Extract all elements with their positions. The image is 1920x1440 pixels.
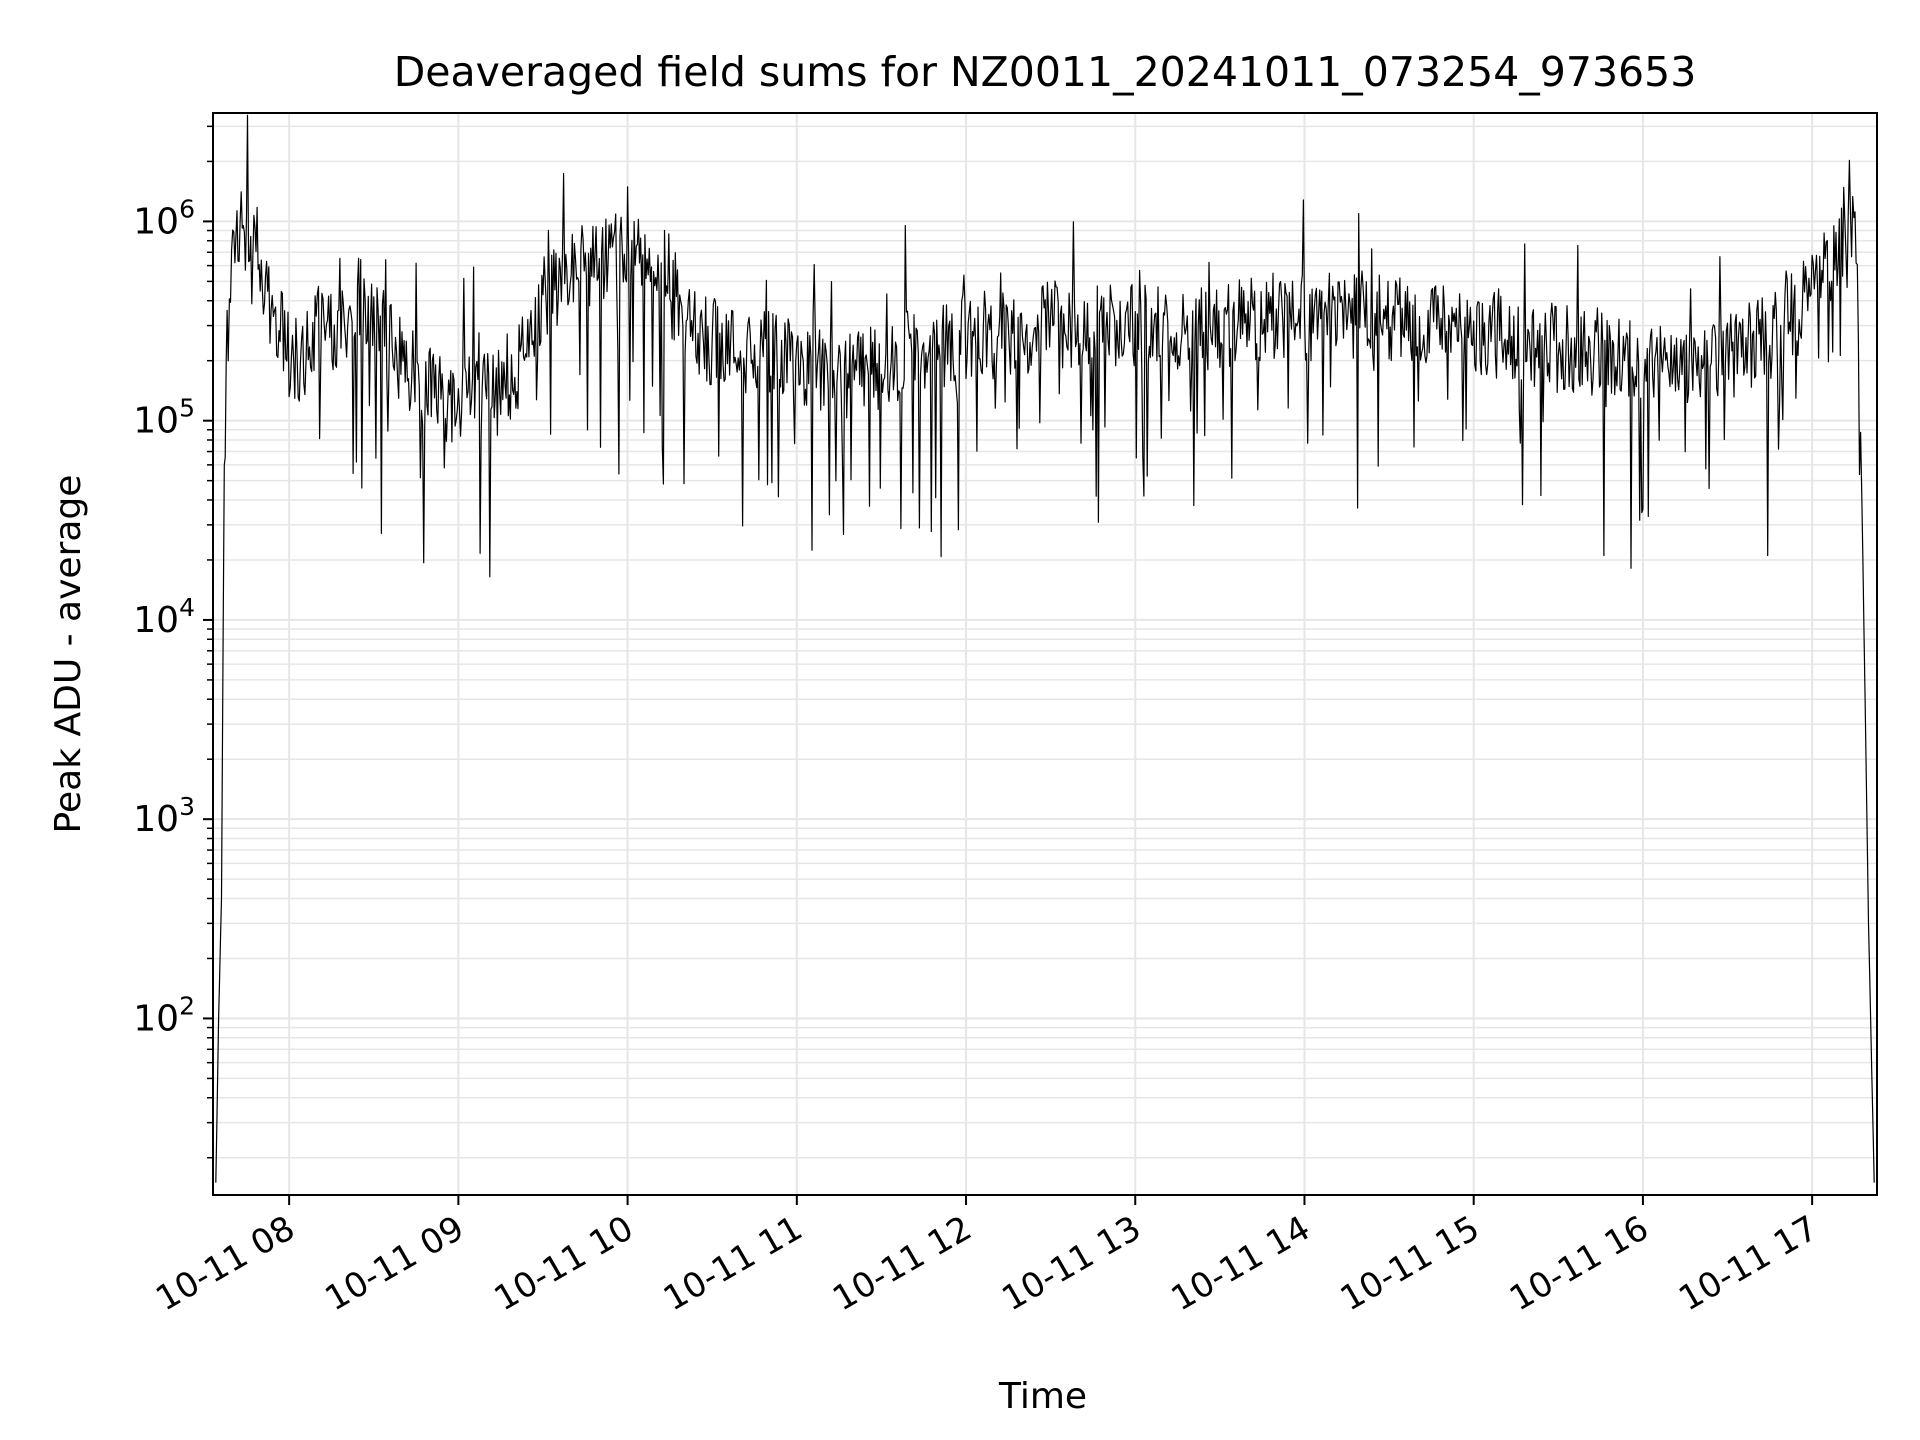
y-tick-label: 104	[133, 593, 195, 641]
plot-frame	[212, 112, 1878, 1196]
y-axis-label: Peak ADU - average	[48, 475, 89, 834]
y-tick-label: 102	[133, 991, 195, 1039]
y-tick-label: 105	[133, 394, 195, 442]
series-line	[215, 114, 1875, 1183]
y-tick-label: 106	[133, 194, 195, 242]
grid	[213, 113, 1877, 1195]
data-line	[215, 114, 1875, 1183]
y-tick-label: 103	[133, 792, 195, 840]
y-axis: 102 103 104 105 106	[133, 125, 213, 1159]
x-axis-label: Time	[998, 1376, 1087, 1417]
chart-title: Deaveraged field sums for NZ0011_2024101…	[394, 48, 1697, 96]
